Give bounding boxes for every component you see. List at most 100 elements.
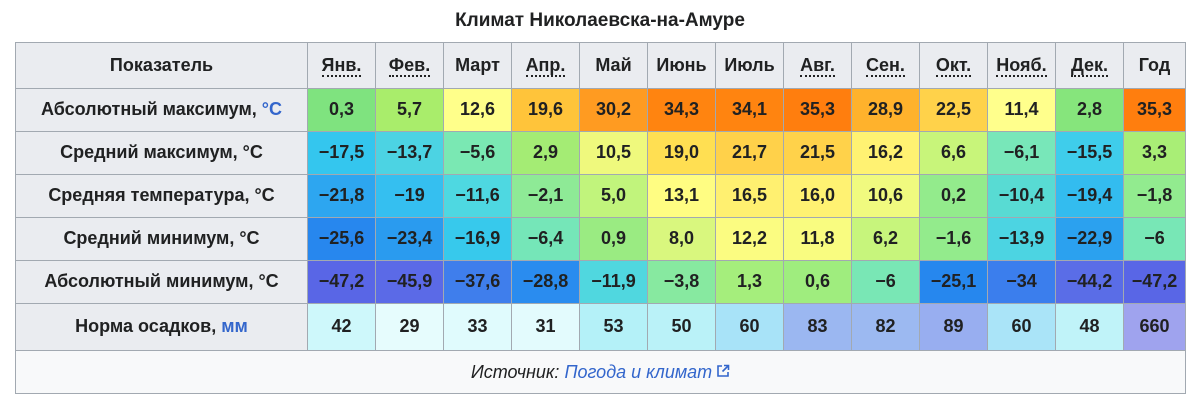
source-link[interactable]: Погода и климат (564, 361, 713, 382)
table-cell: 89 (919, 302, 988, 352)
table-cell: −28,8 (511, 259, 580, 304)
source-cell: Источник: Погода и климат (15, 350, 1186, 394)
table-cell: 0,9 (579, 216, 648, 261)
table-cell: 0,2 (919, 173, 988, 218)
header-month-dec: Дек. (1055, 42, 1124, 89)
table-cell: 31 (511, 302, 580, 352)
header-month-aug: Авг. (783, 42, 852, 89)
table-cell: −16,9 (443, 216, 512, 261)
table-cell: 28,9 (851, 88, 920, 132)
header-month-jul: Июль (715, 42, 784, 89)
table-cell: −6,1 (987, 130, 1056, 175)
header-row: Показатель Янв. Фев. Март Апр. Май Июнь … (15, 42, 1186, 89)
row-label-text: Средняя температура, °C (48, 185, 275, 206)
table-cell: 10,5 (579, 130, 648, 175)
table-cell: 16,2 (851, 130, 920, 175)
row-label: Абсолютный минимум, °C (15, 259, 308, 304)
source-row: Источник: Погода и климат (15, 350, 1186, 394)
table-cell: −45,9 (375, 259, 444, 304)
table-cell: 34,1 (715, 88, 784, 132)
header-indicator: Показатель (15, 42, 308, 89)
month-label: Май (595, 55, 632, 75)
table-cell: −25,6 (307, 216, 376, 261)
table-cell: 11,4 (987, 88, 1056, 132)
table-cell: 42 (307, 302, 376, 352)
table-row-avg-max: Средний максимум, °C −17,5 −13,7 −5,6 2,9 10… (15, 130, 1186, 175)
header-month-mar: Март (443, 42, 512, 89)
unit-link[interactable]: °C (261, 99, 282, 120)
header-year: Год (1123, 42, 1186, 89)
month-label: Июнь (656, 55, 707, 75)
month-label: Июль (724, 55, 775, 75)
header-month-may: Май (579, 42, 648, 89)
table-cell: −13,7 (375, 130, 444, 175)
external-link-icon (717, 364, 730, 377)
month-abbr: Сен. (866, 55, 905, 77)
table-cell: 48 (1055, 302, 1124, 352)
table-cell: 53 (579, 302, 648, 352)
table-cell-year: 35,3 (1123, 88, 1186, 132)
table-cell: 2,8 (1055, 88, 1124, 132)
table-cell: 0,3 (307, 88, 376, 132)
table-cell: −37,6 (443, 259, 512, 304)
table-cell: 11,8 (783, 216, 852, 261)
header-month-feb: Фев. (375, 42, 444, 89)
unit-link[interactable]: мм (221, 316, 248, 337)
table-cell: −11,9 (579, 259, 648, 304)
header-month-oct: Окт. (919, 42, 988, 89)
table-cell: −15,5 (1055, 130, 1124, 175)
climate-table: Показатель Янв. Фев. Март Апр. Май Июнь … (15, 42, 1186, 394)
table-cell: 21,7 (715, 130, 784, 175)
row-label-text: Абсолютный минимум, °C (44, 271, 279, 292)
table-cell: 10,6 (851, 173, 920, 218)
table-cell: 60 (987, 302, 1056, 352)
header-month-sep: Сен. (851, 42, 920, 89)
table-cell-year: 660 (1123, 302, 1186, 352)
table-cell: −10,4 (987, 173, 1056, 218)
table-row-abs-min: Абсолютный минимум, °C −47,2 −45,9 −37,6 −2… (15, 259, 1186, 304)
table-cell: −6 (851, 259, 920, 304)
table-cell: −1,6 (919, 216, 988, 261)
row-label: Средняя температура, °C (15, 173, 308, 218)
row-label: Средний минимум, °C (15, 216, 308, 261)
table-cell: 60 (715, 302, 784, 352)
table-cell: −19 (375, 173, 444, 218)
table-cell: 82 (851, 302, 920, 352)
table-row-avg-min: Средний минимум, °C −25,6 −23,4 −16,9 −6,4 0… (15, 216, 1186, 261)
table-cell: 6,2 (851, 216, 920, 261)
table-cell: 6,6 (919, 130, 988, 175)
row-label-text: Норма осадков, (75, 316, 217, 337)
table-caption: Климат Николаевска-на-Амуре (455, 10, 745, 31)
table-row-avg-temp: Средняя температура, °C −21,8 −19 −11,6 −2,… (15, 173, 1186, 218)
table-cell: −17,5 (307, 130, 376, 175)
table-cell: −11,6 (443, 173, 512, 218)
table-cell-year: −1,8 (1123, 173, 1186, 218)
month-abbr: Фев. (388, 55, 431, 77)
table-cell: −23,4 (375, 216, 444, 261)
table-cell: 19,6 (511, 88, 580, 132)
table-cell: 16,5 (715, 173, 784, 218)
header-month-apr: Апр. (511, 42, 580, 89)
table-cell-year: −47,2 (1123, 259, 1186, 304)
row-label: Абсолютный максимум, °C (15, 88, 308, 132)
table-cell: 5,0 (579, 173, 648, 218)
row-label-text: Средний максимум, °C (60, 142, 263, 163)
table-row-abs-max: Абсолютный максимум, °C 0,3 5,7 12,6 19,6 30… (15, 88, 1186, 132)
table-cell: −34 (987, 259, 1056, 304)
table-cell: −22,9 (1055, 216, 1124, 261)
table-cell: 33 (443, 302, 512, 352)
table-cell: −25,1 (919, 259, 988, 304)
table-cell: 12,6 (443, 88, 512, 132)
month-label: Март (455, 55, 500, 75)
header-month-nov: Нояб. (987, 42, 1056, 89)
row-label: Средний максимум, °C (15, 130, 308, 175)
table-cell: 21,5 (783, 130, 852, 175)
month-abbr: Апр. (525, 55, 566, 77)
table-cell: −47,2 (307, 259, 376, 304)
table-cell: −13,9 (987, 216, 1056, 261)
table-cell-year: −6 (1123, 216, 1186, 261)
table-cell: −44,2 (1055, 259, 1124, 304)
table-cell: −3,8 (647, 259, 716, 304)
month-abbr: Авг. (800, 55, 835, 77)
row-label-text: Абсолютный максимум, (40, 99, 257, 120)
